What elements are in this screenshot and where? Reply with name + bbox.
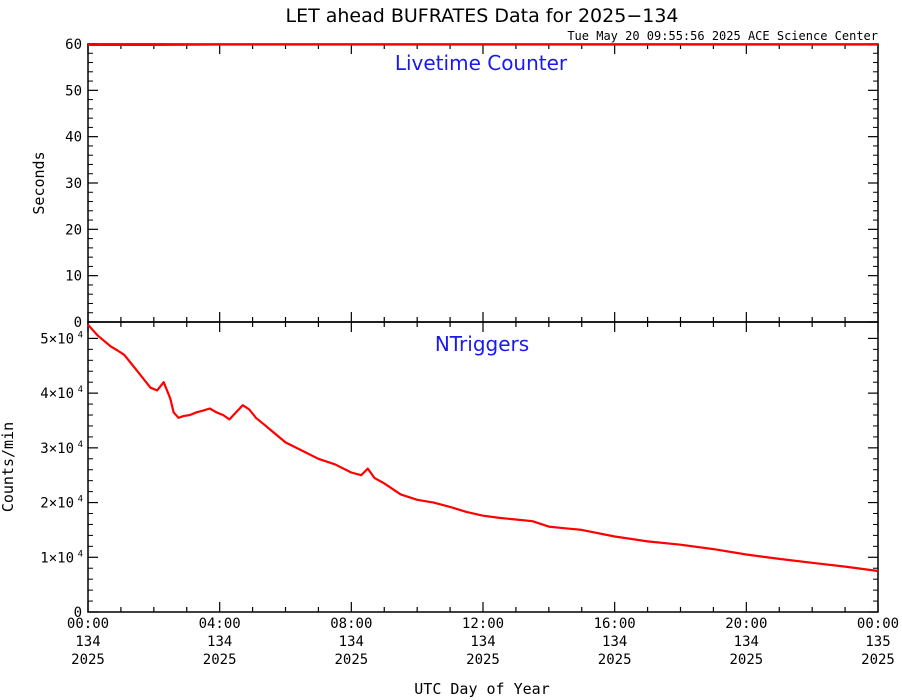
y-tick-label: 20 <box>65 222 82 238</box>
y-tick-label: 10 <box>65 269 82 285</box>
livetime-plot-frame <box>87 43 879 323</box>
y-tick-label: 40 <box>65 130 82 146</box>
x-tick-label-year: 2025 <box>729 652 763 668</box>
livetime-panel: Livetime Counter Seconds 0 10 20 30 40 50 60 <box>30 37 879 331</box>
y-tick-exponent: 4 <box>78 495 83 505</box>
chart-subtitle: Tue May 20 09:55:56 2025 ACE Science Cen… <box>567 29 878 43</box>
x-axis-ticks: 00:00 134 2025 04:00 134 2025 08:00 134 2025 12:0… <box>67 616 899 668</box>
livetime-annotation: Livetime Counter <box>395 51 568 75</box>
x-tick-label-doy: 134 <box>207 634 232 650</box>
x-tick-label-doy: 134 <box>734 634 759 650</box>
y-tick-label: 3×10 <box>40 441 74 457</box>
x-tick-label-doy: 134 <box>470 634 495 650</box>
y-tick-label: 5×10 <box>40 331 74 347</box>
x-tick-label-doy: 134 <box>339 634 364 650</box>
x-tick-label-year: 2025 <box>466 652 500 668</box>
x-tick-label-year: 2025 <box>71 652 105 668</box>
y-tick-label: 4×10 <box>40 386 74 402</box>
x-tick-label-time: 16:00 <box>594 616 636 632</box>
x-tick-label-time: 20:00 <box>725 616 767 632</box>
x-tick-label-year: 2025 <box>861 652 895 668</box>
x-tick-label-doy: 134 <box>602 634 627 650</box>
y-tick-label: 0 <box>74 315 82 331</box>
ntriggers-y-axis-label: Counts/min <box>0 422 17 512</box>
y-tick-exponent: 4 <box>78 549 83 559</box>
x-tick-label-doy: 134 <box>75 634 100 650</box>
x-tick-label-time: 12:00 <box>462 616 504 632</box>
x-tick-label-doy: 135 <box>865 634 890 650</box>
x-tick-label-time: 00:00 <box>67 616 109 632</box>
y-tick-label: 2×10 <box>40 496 74 512</box>
ntriggers-panel: NTriggers Counts/min 0 1×10 4 2×10 4 3×10 4 4×1… <box>0 321 879 621</box>
y-tick-label: 0 <box>74 605 82 621</box>
y-tick-exponent: 4 <box>78 440 83 450</box>
y-tick-label: 30 <box>65 176 82 192</box>
ntriggers-plot-frame <box>87 321 879 613</box>
x-tick-label-time: 00:00 <box>857 616 899 632</box>
chart-title: LET ahead BUFRATES Data for 2025−134 <box>286 5 679 27</box>
x-tick-label-year: 2025 <box>598 652 632 668</box>
x-tick-label-time: 04:00 <box>199 616 241 632</box>
x-tick-label-year: 2025 <box>334 652 368 668</box>
y-tick-exponent: 4 <box>78 385 83 395</box>
y-tick-label: 60 <box>65 37 82 53</box>
x-tick-label-year: 2025 <box>203 652 237 668</box>
livetime-y-axis-label: Seconds <box>30 151 48 214</box>
ntriggers-annotation: NTriggers <box>435 332 529 356</box>
x-tick-label-time: 08:00 <box>330 616 372 632</box>
y-tick-exponent: 4 <box>78 330 83 340</box>
y-tick-label: 1×10 <box>40 550 74 566</box>
series-line <box>87 323 879 573</box>
x-axis-label: UTC Day of Year <box>414 680 549 698</box>
y-tick-label: 50 <box>65 83 82 99</box>
